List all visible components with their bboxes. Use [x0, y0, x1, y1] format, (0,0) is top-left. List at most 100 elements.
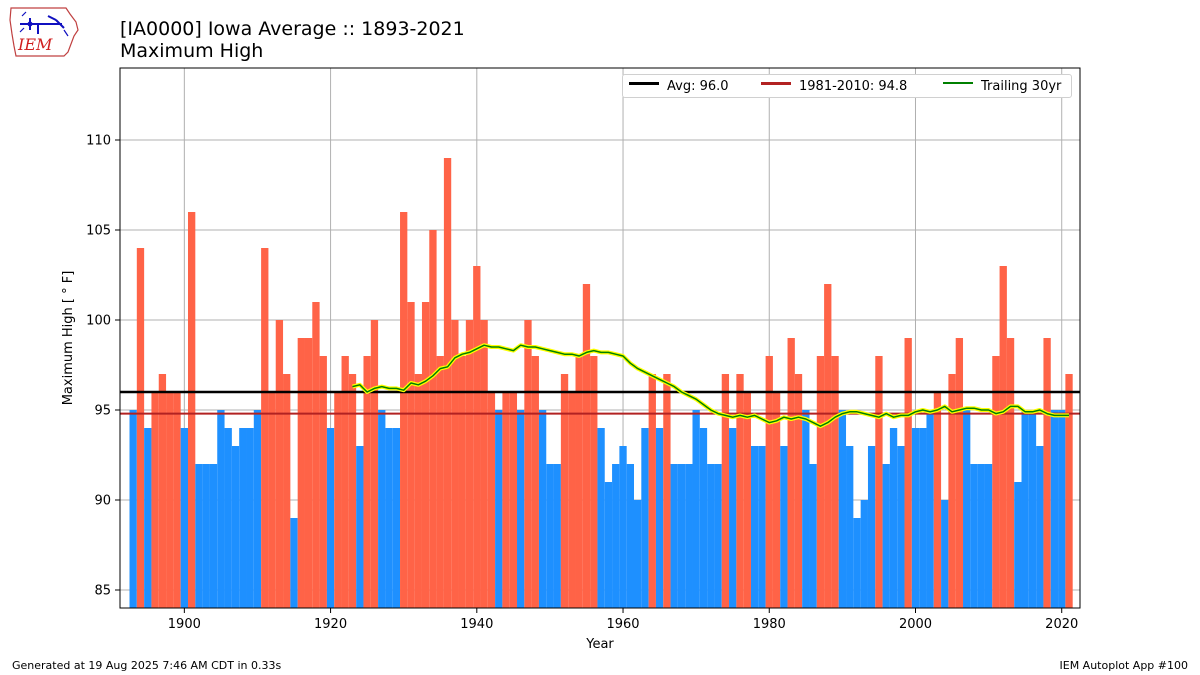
bar-1992 [853, 518, 861, 608]
bar-1962 [633, 500, 642, 608]
bar-1954 [575, 356, 583, 608]
bar-1993 [860, 500, 868, 608]
bar-1987 [816, 356, 825, 608]
bar-1946 [517, 410, 525, 608]
bar-1945 [509, 392, 518, 608]
bar-1896 [151, 392, 159, 608]
bar-1933 [421, 302, 430, 608]
bar-2017 [1036, 446, 1044, 608]
bar-1947 [524, 320, 532, 608]
bar-1986 [809, 464, 817, 608]
bar-1921 [334, 392, 342, 608]
bar-1911 [261, 248, 269, 608]
bar-1925 [363, 356, 371, 608]
bar-1904 [209, 464, 218, 608]
y-axis-label: Maximum High [ ° F] [61, 271, 76, 406]
x-axis-label: Year [585, 637, 614, 652]
bar-1923 [348, 374, 357, 608]
x-tick-label: 2000 [899, 617, 932, 632]
logo-text: IEM [17, 35, 53, 54]
bar-2014 [1014, 482, 1022, 608]
bar-1958 [604, 482, 613, 608]
bar-1915 [290, 518, 298, 608]
chart-legend: Avg: 96.0 1981-2010: 94.8 Trailing 30yr [622, 74, 1072, 98]
bar-2007 [963, 410, 971, 608]
y-tick-label: 105 [86, 224, 111, 239]
bar-2015 [1021, 410, 1029, 608]
bar-2010 [984, 464, 993, 608]
bar-1940 [473, 266, 481, 608]
footer-generated: Generated at 19 Aug 2025 7:46 AM CDT in … [12, 659, 282, 672]
legend-climo-swatch [761, 82, 791, 85]
bar-1967 [670, 464, 678, 608]
x-tick-label: 1940 [460, 617, 493, 632]
bar-1913 [275, 320, 284, 608]
legend-trailing-label: Trailing 30yr [981, 79, 1062, 94]
iem-logo: IEM [8, 6, 82, 60]
bar-2011 [992, 356, 1000, 608]
bar-1957 [597, 428, 605, 608]
bar-1985 [802, 410, 810, 608]
plot-frame [119, 67, 1081, 609]
bar-1956 [590, 356, 598, 608]
bar-1898 [166, 392, 174, 608]
bar-2000 [911, 428, 920, 608]
bar-1932 [414, 374, 422, 608]
bar-1950 [546, 464, 554, 608]
bar-2002 [926, 410, 934, 608]
bar-1997 [889, 428, 898, 608]
legend-avg-swatch [629, 82, 659, 85]
bar-1948 [531, 356, 539, 608]
bar-2018 [1043, 338, 1051, 608]
bar-2001 [919, 428, 927, 608]
bar-1969 [685, 464, 693, 608]
bar-1916 [297, 338, 305, 608]
bar-1943 [495, 410, 503, 608]
y-tick-label: 95 [94, 404, 111, 419]
bar-1924 [356, 446, 364, 608]
bar-1989 [831, 356, 839, 608]
bar-2008 [970, 464, 978, 608]
bar-1960 [619, 446, 627, 608]
bar-1979 [758, 446, 766, 608]
bar-1908 [239, 428, 247, 608]
bar-1977 [743, 392, 751, 608]
bar-1965 [655, 428, 664, 608]
bar-1918 [312, 302, 320, 608]
bar-2005 [948, 374, 956, 608]
trailing-line-layer [352, 343, 1069, 429]
bar-1901 [187, 212, 196, 608]
bar-1938 [458, 356, 466, 608]
bar-1909 [246, 428, 254, 608]
bar-1961 [626, 464, 634, 608]
bar-1917 [304, 338, 313, 608]
x-tick-label: 2020 [1045, 617, 1078, 632]
bar-1949 [538, 410, 547, 608]
bar-1980 [765, 356, 773, 608]
bar-1897 [158, 374, 167, 608]
y-tick-label: 85 [94, 584, 111, 599]
bar-1910 [253, 410, 262, 608]
bars [129, 158, 1073, 608]
bar-1995 [875, 356, 883, 608]
bar-1976 [736, 374, 744, 608]
bar-1971 [699, 428, 708, 608]
bar-1974 [721, 374, 730, 608]
bar-1972 [707, 464, 715, 608]
iowa-map-logo-icon: IEM [9, 7, 79, 57]
bar-1964 [648, 374, 656, 608]
bar-1973 [714, 464, 722, 608]
bar-1926 [370, 320, 379, 608]
bar-1953 [568, 392, 576, 608]
bar-1899 [173, 392, 181, 608]
bar-2019 [1050, 410, 1059, 608]
bar-1935 [436, 356, 444, 608]
bar-1919 [319, 356, 327, 608]
bar-1970 [692, 410, 700, 608]
bar-1966 [663, 374, 671, 608]
bar-2006 [955, 338, 964, 608]
bar-1939 [465, 320, 474, 608]
bar-2012 [999, 266, 1007, 608]
bar-1951 [553, 464, 561, 608]
